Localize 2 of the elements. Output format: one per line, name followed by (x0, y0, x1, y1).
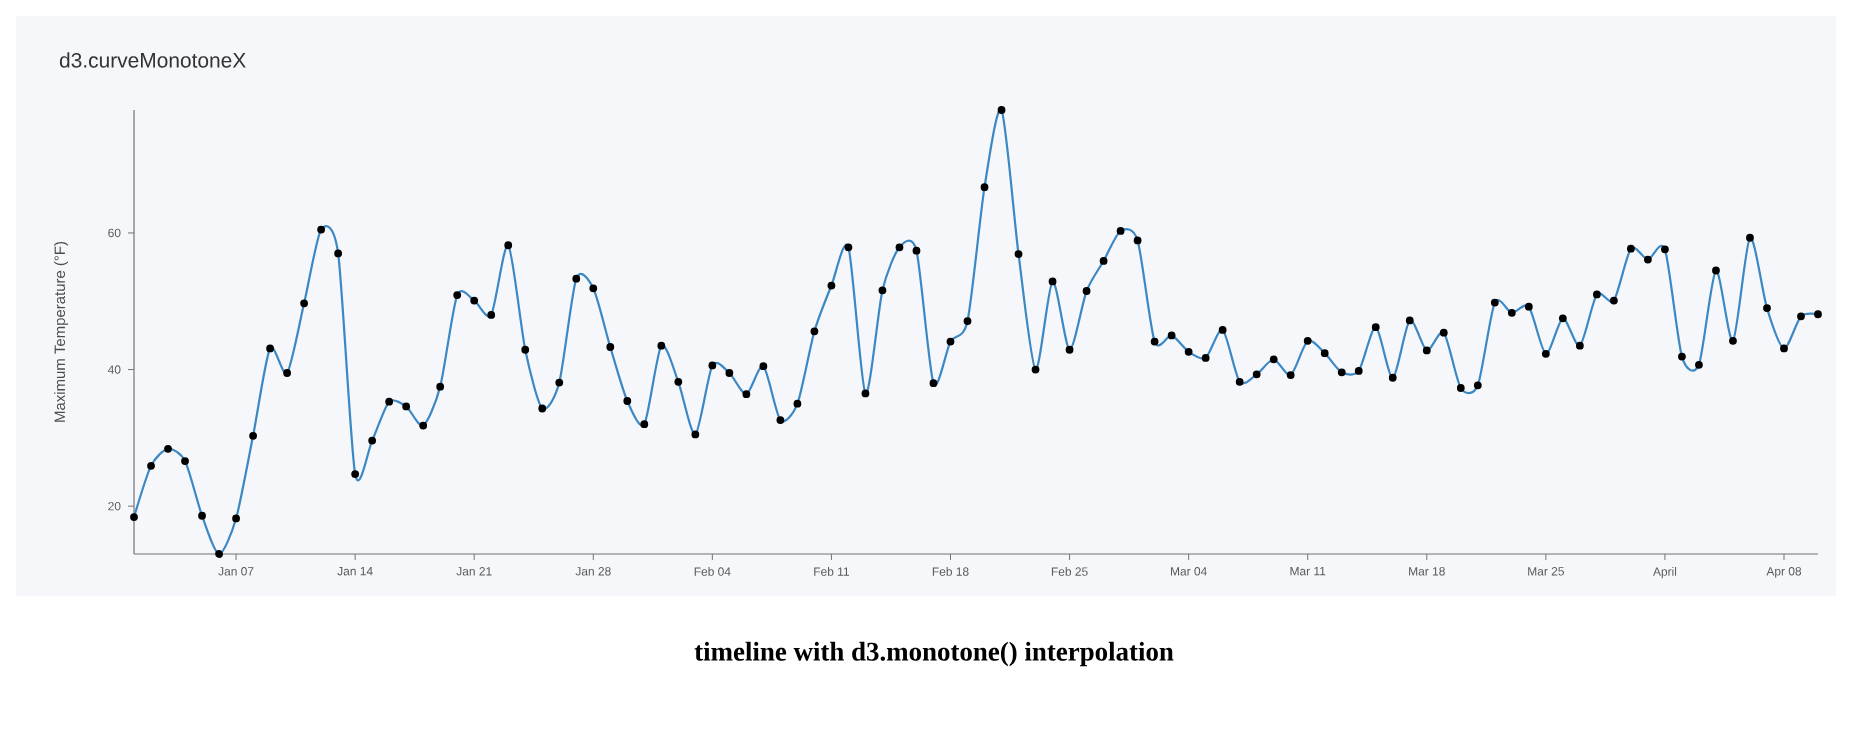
text: timeline with d3.monotone() interpolation (694, 641, 1174, 667)
chart-title: d3.curveMonotoneX (59, 52, 246, 68)
